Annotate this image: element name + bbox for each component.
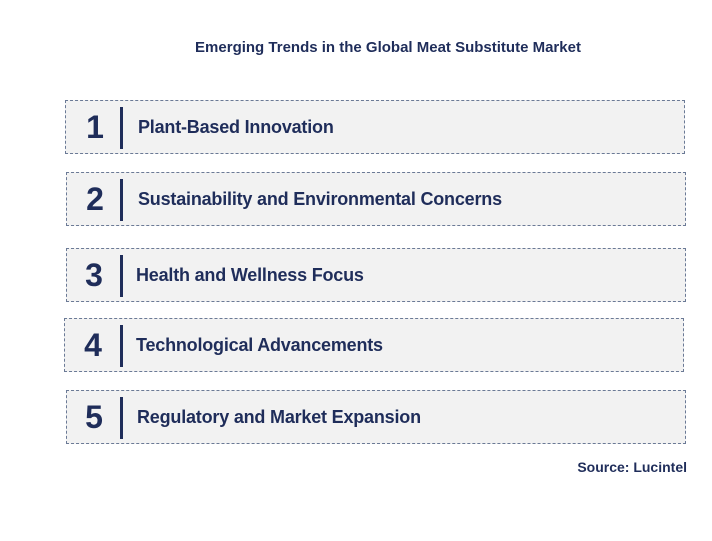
diagram-title: Emerging Trends in the Global Meat Subst… bbox=[195, 39, 581, 56]
trend-label: Technological Advancements bbox=[136, 334, 383, 355]
trend-number: 1 bbox=[86, 108, 104, 145]
trend-number: 3 bbox=[85, 256, 103, 293]
trend-row-1: 1 Plant-Based Innovation bbox=[65, 100, 685, 154]
trend-divider bbox=[120, 179, 123, 221]
trend-number: 2 bbox=[86, 180, 104, 217]
trend-label: Regulatory and Market Expansion bbox=[137, 406, 421, 427]
trend-row-2: 2 Sustainability and Environmental Conce… bbox=[66, 172, 686, 226]
trend-row-3: 3 Health and Wellness Focus bbox=[66, 248, 686, 302]
trend-divider bbox=[120, 325, 123, 367]
trend-number: 5 bbox=[85, 398, 103, 435]
trend-number: 4 bbox=[84, 326, 102, 363]
source-note: Source: Lucintel bbox=[577, 459, 687, 475]
trend-divider bbox=[120, 255, 123, 297]
trend-row-4: 4 Technological Advancements bbox=[64, 318, 684, 372]
trend-label: Plant-Based Innovation bbox=[138, 116, 334, 137]
trend-divider bbox=[120, 107, 123, 149]
trend-row-5: 5 Regulatory and Market Expansion bbox=[66, 390, 686, 444]
trend-label: Health and Wellness Focus bbox=[136, 264, 364, 285]
trend-divider bbox=[120, 397, 123, 439]
trend-label: Sustainability and Environmental Concern… bbox=[138, 188, 502, 209]
